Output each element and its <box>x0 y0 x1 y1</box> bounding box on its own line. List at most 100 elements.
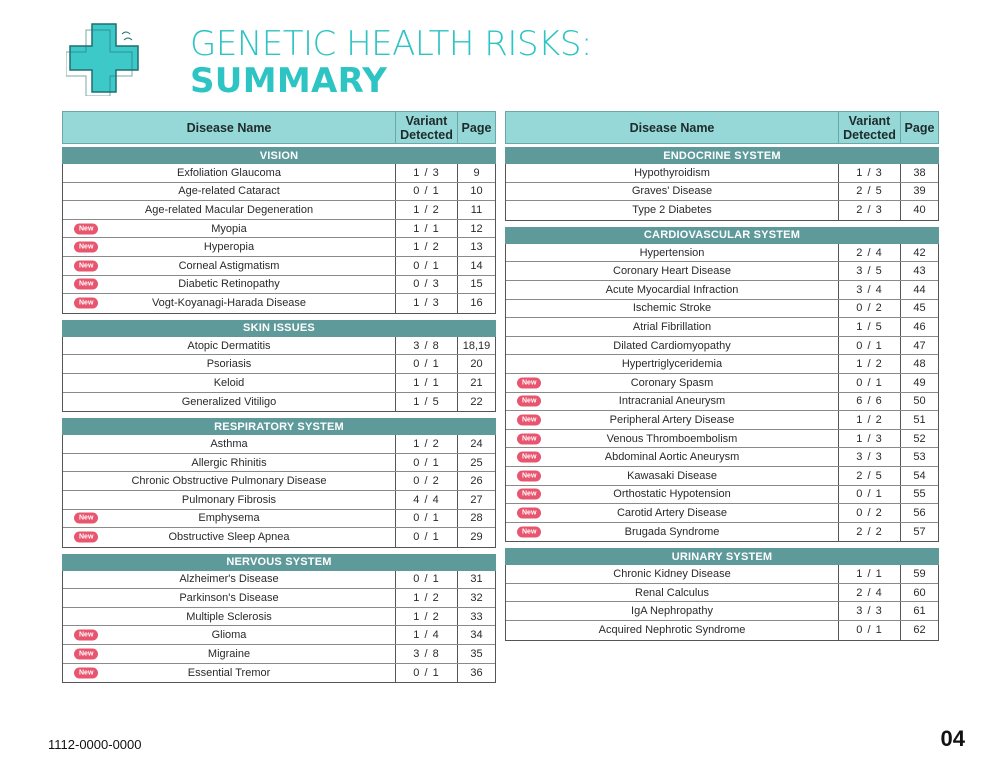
disease-name: Orthostatic Hypotension <box>613 488 731 501</box>
disease-name: Ischemic Stroke <box>632 302 712 315</box>
table-row: Acute Myocardial Infraction 3 / 4 44 <box>506 280 938 300</box>
variant-detected: 0 / 1 <box>395 182 457 201</box>
disease-name-cell: Asthma <box>63 435 395 453</box>
disease-name: Myopia <box>211 222 247 235</box>
variant-detected: 1 / 5 <box>838 318 900 336</box>
disease-name: IgA Nephropathy <box>631 605 713 618</box>
disease-name-cell: New Essential Tremor <box>63 664 395 683</box>
disease-name-cell: New Migraine <box>63 645 395 663</box>
new-badge: New <box>74 629 99 641</box>
variant-detected: 0 / 2 <box>395 472 457 490</box>
variant-detected: 0 / 1 <box>838 336 900 355</box>
variant-detected: 0 / 2 <box>838 504 900 522</box>
disease-name: Hyperopia <box>203 241 255 254</box>
disease-name-cell: Hypertriglyceridemia <box>506 355 838 373</box>
table-row: New Obstructive Sleep Apnea 0 / 1 29 <box>63 528 495 547</box>
page-ref: 34 <box>457 626 495 645</box>
section-title: RESPIRATORY SYSTEM <box>62 418 496 436</box>
page-ref: 10 <box>457 182 495 201</box>
disease-name: Kawasaki Disease <box>627 469 717 482</box>
section-title: ENDOCRINE SYSTEM <box>505 147 939 164</box>
disease-name-cell: New Intracranial Aneurysm <box>506 393 838 411</box>
new-badge: New <box>517 433 542 445</box>
disease-name: Generalized Vitiligo <box>181 395 277 408</box>
page-ref: 53 <box>900 448 938 466</box>
disease-name: Migraine <box>207 647 251 660</box>
table-row: Chronic Kidney Disease 1 / 1 59 <box>506 565 938 584</box>
disease-name-cell: Atrial Fibrillation <box>506 318 838 336</box>
new-badge: New <box>517 488 542 500</box>
disease-name: Atrial Fibrillation <box>632 320 712 333</box>
table-row: Coronary Heart Disease 3 / 5 43 <box>506 262 938 281</box>
disease-name-cell: New Brugada Syndrome <box>506 523 838 542</box>
page-title: GENETIC HEALTH RISKS: SUMMARY <box>190 26 592 100</box>
variant-detected: 4 / 4 <box>395 490 457 509</box>
page-ref: 31 <box>457 570 495 589</box>
page-ref: 28 <box>457 509 495 528</box>
page-ref: 24 <box>457 435 495 453</box>
disease-name-cell: Dilated Cardiomyopathy <box>506 337 838 355</box>
disease-name: Hypothyroidism <box>634 166 710 179</box>
page-ref: 16 <box>457 294 495 313</box>
disease-name-cell: Psoriasis <box>63 355 395 373</box>
variant-detected: 3 / 5 <box>838 262 900 280</box>
disease-name-cell: Acute Myocardial Infraction <box>506 281 838 299</box>
disease-name-cell: New Abdominal Aortic Aneurysm <box>506 448 838 466</box>
section-table: Atopic Dermatitis 3 / 8 18,19 Psoriasis 0 / … <box>62 336 496 413</box>
table-row: Parkinson's Disease 1 / 2 32 <box>63 589 495 608</box>
page-ref: 48 <box>900 355 938 373</box>
table-row: Asthma 1 / 2 24 <box>63 435 495 454</box>
page-ref: 45 <box>900 299 938 318</box>
disease-name-cell: Alzheimer's Disease <box>63 571 395 589</box>
disease-name: Renal Calculus <box>635 586 709 599</box>
disease-name-cell: Type 2 Diabetes <box>506 201 838 220</box>
page-ref: 11 <box>457 201 495 219</box>
table-row: Renal Calculus 2 / 4 60 <box>506 583 938 603</box>
header-variant-detected: Variant Detected <box>395 112 457 143</box>
table-row: New Kawasaki Disease 2 / 5 54 <box>506 466 938 486</box>
disease-name-cell: New Vogt-Koyanagi-Harada Disease <box>63 294 395 313</box>
table-row: Keloid 1 / 1 21 <box>63 373 495 393</box>
table-row: New Coronary Spasm 0 / 1 49 <box>506 373 938 393</box>
variant-detected: 1 / 1 <box>838 565 900 583</box>
table-row: New Orthostatic Hypotension 0 / 1 55 <box>506 485 938 505</box>
variant-detected: 0 / 1 <box>395 453 457 472</box>
section: SKIN ISSUES Atopic Dermatitis 3 / 8 18,19 Ps… <box>62 319 496 413</box>
disease-name: Corneal Astigmatism <box>178 259 280 272</box>
disease-name-cell: Ischemic Stroke <box>506 300 838 318</box>
section-table: Alzheimer's Disease 0 / 1 31 Parkinson's Di… <box>62 570 496 684</box>
disease-name: Intracranial Aneurysm <box>618 395 726 408</box>
disease-name-cell: Hypertension <box>506 244 838 262</box>
variant-detected: 0 / 1 <box>395 355 457 373</box>
variant-detected: 0 / 1 <box>838 373 900 392</box>
disease-name: Age-related Macular Degeneration <box>144 203 314 216</box>
disease-name-cell: Chronic Obstructive Pulmonary Disease <box>63 472 395 490</box>
variant-detected: 3 / 8 <box>395 645 457 663</box>
variant-detected: 1 / 2 <box>395 435 457 453</box>
table-row: Atrial Fibrillation 1 / 5 46 <box>506 318 938 337</box>
disease-name-cell: Allergic Rhinitis <box>63 454 395 472</box>
page-ref: 12 <box>457 219 495 238</box>
new-badge: New <box>517 526 542 538</box>
disease-name-cell: Generalized Vitiligo <box>63 393 395 412</box>
disease-name: Pulmonary Fibrosis <box>181 493 277 506</box>
table-row: IgA Nephropathy 3 / 3 61 <box>506 602 938 622</box>
new-badge: New <box>74 648 99 660</box>
table-row: Psoriasis 0 / 1 20 <box>63 355 495 374</box>
header-page: Page <box>900 112 938 143</box>
table-row: New Peripheral Artery Disease 1 / 2 51 <box>506 411 938 430</box>
disease-name-cell: New Obstructive Sleep Apnea <box>63 528 395 547</box>
page-ref: 40 <box>900 201 938 220</box>
disease-name: Asthma <box>210 437 248 450</box>
new-badge: New <box>517 507 542 519</box>
page-ref: 32 <box>457 589 495 607</box>
disease-name-cell: Age-related Macular Degeneration <box>63 201 395 219</box>
new-badge: New <box>517 414 542 426</box>
page-ref: 62 <box>900 621 938 640</box>
disease-name-cell: Multiple Sclerosis <box>63 608 395 626</box>
table-row: Graves' Disease 2 / 5 39 <box>506 182 938 202</box>
section: NERVOUS SYSTEM Alzheimer's Disease 0 / 1 31… <box>62 553 496 684</box>
table-row: Hypertension 2 / 4 42 <box>506 243 938 263</box>
disease-name: Alzheimer's Disease <box>179 573 279 586</box>
disease-name: Vogt-Koyanagi-Harada Disease <box>151 297 307 310</box>
